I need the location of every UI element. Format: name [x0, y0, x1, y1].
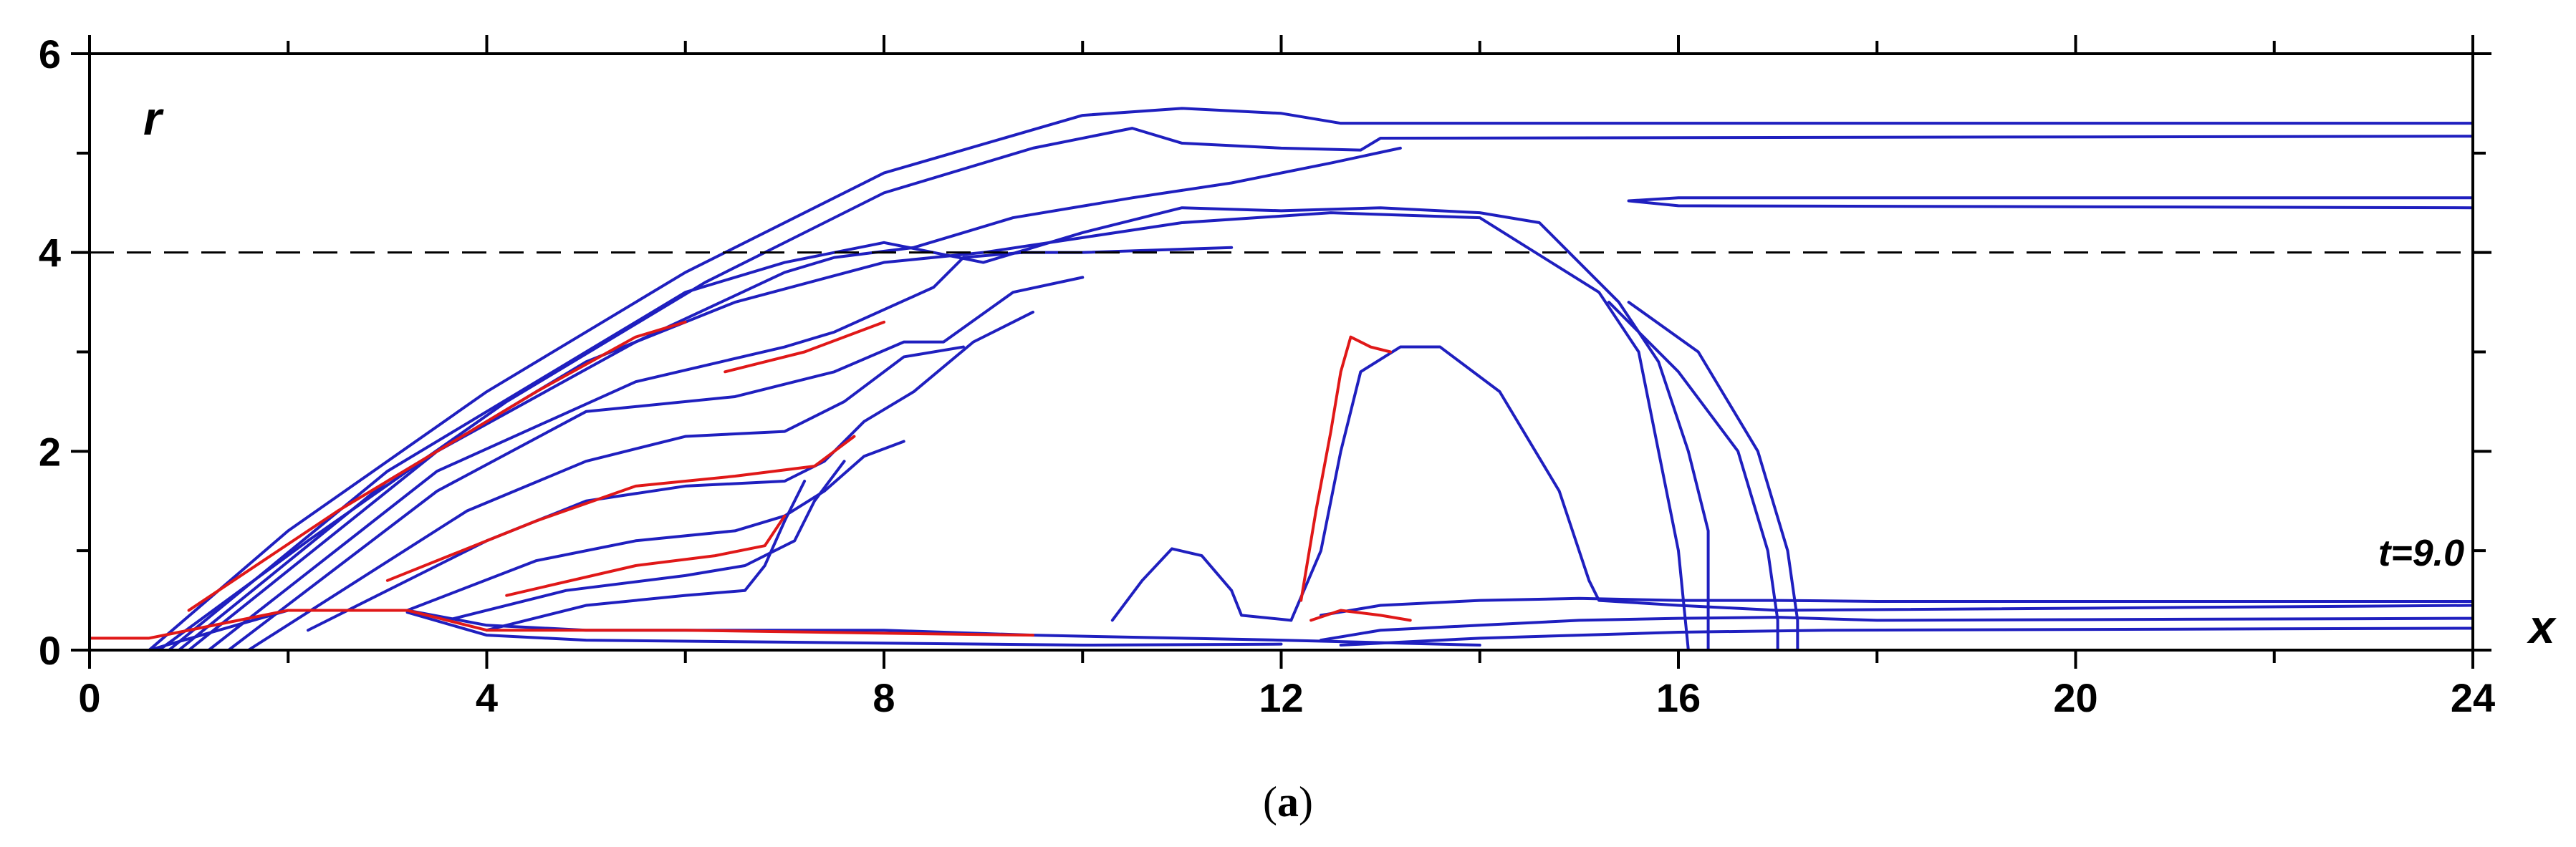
- y-tick-label: 6: [39, 32, 61, 77]
- series-jet-upper: [1319, 596, 2474, 617]
- series-red-finger-1: [187, 320, 687, 612]
- x-tick-label: 24: [2451, 675, 2495, 720]
- series-outer-envelope: [148, 107, 2474, 652]
- y-axis-label: r: [143, 92, 164, 145]
- series-red-finger-3: [505, 514, 787, 597]
- series-detached-sheet-upper: [1627, 196, 2474, 203]
- series-outer-envelope-inner: [158, 127, 2474, 652]
- series-red-finger-2: [385, 435, 856, 582]
- x-tick-label: 16: [1656, 675, 1701, 720]
- series-finger-2: [207, 246, 1234, 652]
- series-finger-3: [227, 276, 1085, 652]
- x-tick-label: 12: [1259, 675, 1303, 720]
- ticks-layer: [71, 35, 2491, 669]
- series-upper-shock: [167, 206, 1710, 652]
- series-finger-1: [187, 146, 1402, 652]
- y-tick-label: 2: [39, 429, 61, 474]
- x-axis-label: x: [2527, 600, 2557, 653]
- series-red-dome: [1299, 335, 1392, 602]
- series-central-dome: [1289, 345, 2474, 622]
- series-upper-shock-inner: [177, 211, 1690, 652]
- series-long-shock-outer: [1627, 301, 1799, 652]
- series-finger-6: [405, 440, 905, 612]
- caption-letter: a: [1277, 778, 1299, 826]
- y-tick-label: 4: [39, 231, 61, 276]
- x-tick-label: 8: [873, 675, 895, 720]
- x-tick-label: 20: [2053, 675, 2097, 720]
- x-tick-label: 0: [78, 675, 100, 720]
- x-tick-label: 4: [476, 675, 498, 720]
- series-finger-4: [246, 345, 965, 652]
- caption-open-paren: (: [1263, 778, 1277, 826]
- series-jet-axis: [1339, 626, 2474, 647]
- series-red-finger-4: [724, 320, 885, 374]
- series-lower-band-2: [405, 611, 1283, 647]
- series-red-jet: [1309, 609, 1412, 622]
- series-red-base: [88, 609, 1034, 640]
- series-finger-8: [485, 479, 807, 632]
- series-jet-lower: [1319, 616, 2474, 642]
- caption-close-paren: ): [1299, 778, 1313, 826]
- series-finger-7: [446, 460, 846, 622]
- series-detached-sheet-lower: [1627, 199, 2474, 210]
- time-annotation: t=9.0: [2378, 533, 2464, 574]
- series-small-bump: [1110, 547, 1293, 622]
- figure-caption: (a): [1263, 778, 1313, 826]
- series-layer: [88, 107, 2474, 652]
- series-long-shock-inner: [1607, 301, 1779, 652]
- y-tick-label: 0: [39, 628, 61, 673]
